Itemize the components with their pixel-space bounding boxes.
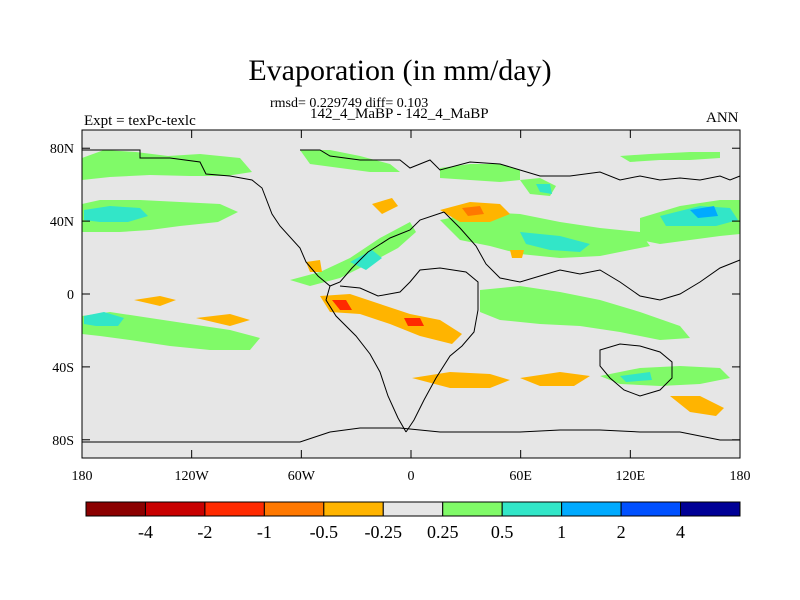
colorbar-swatch [323, 501, 384, 517]
pattern-west-pacific-peak [690, 206, 718, 218]
pattern-neg-amazon-core-2 [404, 318, 424, 326]
colorbar-label: 0.5 [491, 522, 514, 542]
colorbar-label: 0.25 [427, 522, 459, 542]
coast-africa-southamerica [339, 267, 479, 433]
pattern-neg-amazon-core [332, 300, 352, 310]
pattern-neg-east-pacific [196, 314, 250, 326]
pattern-neg-equatorial-pacific [134, 296, 176, 306]
pattern-siberia-core [536, 184, 552, 194]
pattern-indian-ocean [480, 286, 690, 340]
colorbar-label: -0.25 [365, 522, 403, 542]
pattern-north-pacific-core [84, 206, 148, 222]
pattern-neg-southern-ocean [670, 396, 724, 416]
pattern-neg-south-atlantic [412, 372, 510, 388]
y-tick-label: 40S [52, 361, 74, 376]
pattern-arctic-east [620, 152, 720, 162]
pattern-arctic-north [300, 150, 400, 172]
coast-arctic [300, 149, 741, 181]
x-tick-label: 120E [616, 469, 646, 484]
coastlines [82, 149, 741, 443]
pattern-neg-eurasia-core [462, 206, 484, 216]
colorbar-label: -4 [138, 522, 153, 542]
experiment-label: Expt = texPc-texlc [84, 113, 196, 129]
colorbar: -4 -2 -1 -0.5 -0.25 0.25 0.5 1 2 4 [85, 501, 741, 542]
x-tick-label: 0 [408, 469, 415, 484]
evaporation-field [82, 150, 740, 416]
pattern-neg-atlantic [372, 198, 398, 214]
chart-subtitle: 142_4_MaBP - 142_4_MaBP [310, 106, 489, 122]
y-tick-label: 0 [67, 288, 74, 303]
x-tick-label: 60E [509, 469, 532, 484]
colorbar-swatch [144, 501, 206, 517]
pattern-north-pacific [82, 150, 252, 180]
stats-label: rmsd= 0.229749 diff= 0.103 [270, 96, 429, 111]
pattern-north-eurasia [440, 164, 520, 182]
x-tick-label: 180 [72, 469, 93, 484]
x-tick-label: 60W [288, 469, 316, 484]
colorbar-label: -0.5 [310, 522, 339, 542]
colorbar-swatch [204, 501, 265, 517]
chart-title: Evaporation (in mm/day) [248, 54, 552, 87]
x-tick-label: 180 [730, 469, 751, 484]
pattern-north-atlantic [290, 222, 416, 286]
colorbar-swatch [501, 501, 563, 517]
pattern-neg-amazon [320, 294, 462, 344]
colorbar-label: 2 [617, 522, 626, 542]
coast-antarctica [329, 427, 740, 441]
pattern-north-atlantic-core [350, 250, 382, 270]
coast-australia [599, 343, 673, 397]
map-background [82, 130, 740, 458]
colorbar-swatch [561, 501, 622, 517]
coast-asia-south [443, 211, 741, 301]
colorbar-swatch [263, 501, 325, 517]
colorbar-swatch [620, 501, 682, 517]
colorbar-label: 1 [557, 522, 566, 542]
colorbar-label: 4 [676, 522, 685, 542]
season-label: ANN [706, 110, 739, 126]
coast-south-america-west [325, 285, 407, 433]
y-tick-label: 80S [52, 434, 74, 449]
colorbar-swatch [382, 501, 444, 517]
pattern-neg-caribbean [306, 260, 322, 272]
axis-ticks: 180 120W 60W 0 60E 120E 180 80N 40N 0 40S 80S [50, 130, 751, 484]
pattern-south-pacific [82, 312, 260, 350]
y-tick-label: 40N [50, 215, 74, 230]
y-tick-label: 80N [50, 142, 74, 157]
colorbar-swatch [680, 501, 741, 517]
colorbar-swatch [442, 501, 503, 517]
coast-north-america-europe [82, 149, 445, 287]
colorbar-swatch [85, 501, 146, 517]
pattern-neg-south-indian [520, 372, 590, 386]
pattern-neg-arabia [510, 250, 524, 258]
pattern-eurasia-core [520, 232, 590, 252]
colorbar-label: -1 [257, 522, 272, 542]
coast-antarctica-west [82, 431, 331, 443]
x-tick-label: 120W [175, 469, 210, 484]
pattern-south-pacific-core [84, 312, 124, 326]
pattern-southern-ocean-core [620, 372, 652, 382]
colorbar-label: -2 [197, 522, 212, 542]
